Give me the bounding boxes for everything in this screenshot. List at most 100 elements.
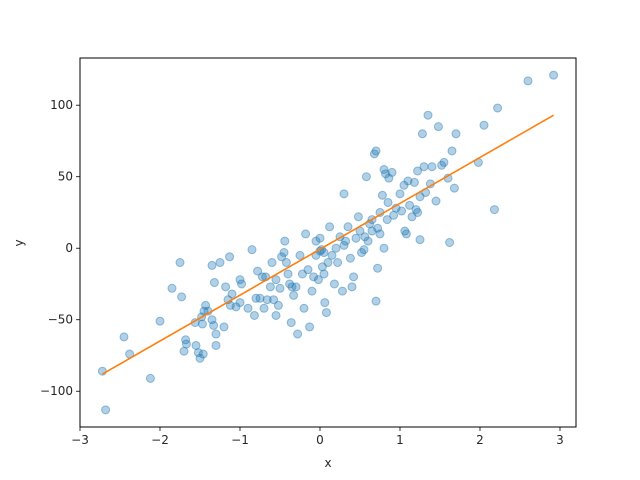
scatter-point [303, 265, 313, 275]
scatter-point [400, 226, 410, 236]
scatter-point [349, 272, 359, 282]
scatter-point [289, 290, 299, 300]
scatter-point [280, 236, 290, 246]
scatter-point [249, 310, 259, 320]
scatter-point [235, 298, 245, 308]
scatter-point [286, 318, 296, 328]
scatter-point [253, 266, 263, 276]
scatter-point [323, 258, 333, 268]
y-tick-label: 100 [50, 98, 73, 112]
scatter-point [403, 176, 413, 186]
y-axis-label: y [12, 239, 26, 246]
plot-area [97, 70, 559, 415]
scatter-point [219, 322, 229, 332]
y-tick-label: −50 [48, 313, 73, 327]
scatter-point [325, 222, 335, 232]
scatter-point [489, 205, 499, 215]
x-tick-label: 2 [476, 433, 484, 447]
scatter-point [399, 180, 409, 190]
scatter-point [301, 229, 311, 239]
scatter-point [287, 282, 297, 292]
scatter-point [271, 310, 281, 320]
scatter-point [379, 243, 389, 253]
x-tick-label: −1 [231, 433, 249, 447]
scatter-point [433, 122, 443, 132]
scatter-point [357, 248, 367, 258]
x-axis-ticks: −3 −2 −1 0 1 2 3 [71, 427, 564, 447]
scatter-point [339, 240, 349, 250]
y-tick-label: −100 [40, 384, 73, 398]
fit-line [102, 114, 554, 375]
scatter-point [177, 292, 187, 302]
scatter-point [255, 293, 265, 303]
scatter-point [221, 282, 231, 292]
scatter-point [387, 167, 397, 177]
scatter-point [237, 279, 247, 289]
scatter-point [307, 286, 317, 296]
scatter-point [155, 316, 165, 326]
scatter-point [267, 258, 277, 268]
scatter-point [259, 303, 269, 313]
scatter-point [299, 303, 309, 313]
scatter-point [371, 296, 381, 306]
scatter-point [201, 300, 211, 310]
scatter-point [345, 253, 355, 263]
scatter-point [198, 349, 208, 359]
scatter-point [397, 206, 407, 216]
scatter-point [251, 293, 261, 303]
scatter-point [407, 212, 417, 222]
scatter-point [337, 286, 347, 296]
scatter-point [285, 279, 295, 289]
scatter-point [419, 162, 429, 172]
scatter-point [145, 373, 155, 383]
scatter-point [427, 162, 437, 172]
scatter-point [315, 233, 325, 243]
scatter-point [319, 269, 329, 279]
scatter-point [269, 295, 279, 305]
scatter-point [347, 282, 357, 292]
scatter-point [291, 282, 301, 292]
scatter-point [235, 275, 245, 285]
x-axis-label: x [324, 456, 331, 470]
scatter-point [361, 172, 371, 182]
scatter-point [327, 250, 337, 260]
scatter-point [401, 229, 411, 239]
scatter-point [313, 275, 323, 285]
scatter-point [293, 329, 303, 339]
scatter-point [383, 197, 393, 207]
scatter-point [437, 160, 447, 170]
scatter-point [423, 110, 433, 120]
y-tick-label: 0 [65, 241, 73, 255]
scatter-point [277, 252, 287, 262]
scatter-point [360, 232, 370, 242]
scatter-point [273, 300, 283, 310]
scatter-point [381, 169, 391, 179]
scatter-point [167, 283, 177, 293]
scatter-point [175, 258, 185, 268]
scatter-point [523, 76, 533, 86]
scatter-point [341, 236, 351, 246]
scatter-point [413, 166, 423, 176]
scatter-point [317, 262, 327, 272]
scatter-point [451, 129, 461, 139]
scatter-point [371, 146, 381, 156]
scatter-point [271, 275, 281, 285]
scatter-point [207, 260, 217, 270]
scatter-point [227, 289, 237, 299]
scatter-point [343, 222, 353, 232]
scatter-point [379, 165, 389, 175]
scatter-point [431, 196, 441, 206]
scatter-point [275, 283, 285, 293]
scatter-point [382, 215, 392, 225]
scatter-point [409, 177, 419, 187]
x-tick-label: 3 [556, 433, 564, 447]
scatter-point [279, 248, 289, 258]
scatter-point [447, 146, 457, 156]
scatter-point [297, 269, 307, 279]
scatter-point [369, 149, 379, 159]
scatter-point [211, 340, 221, 350]
x-tick-label: 0 [316, 433, 324, 447]
scatter-point [262, 295, 272, 305]
